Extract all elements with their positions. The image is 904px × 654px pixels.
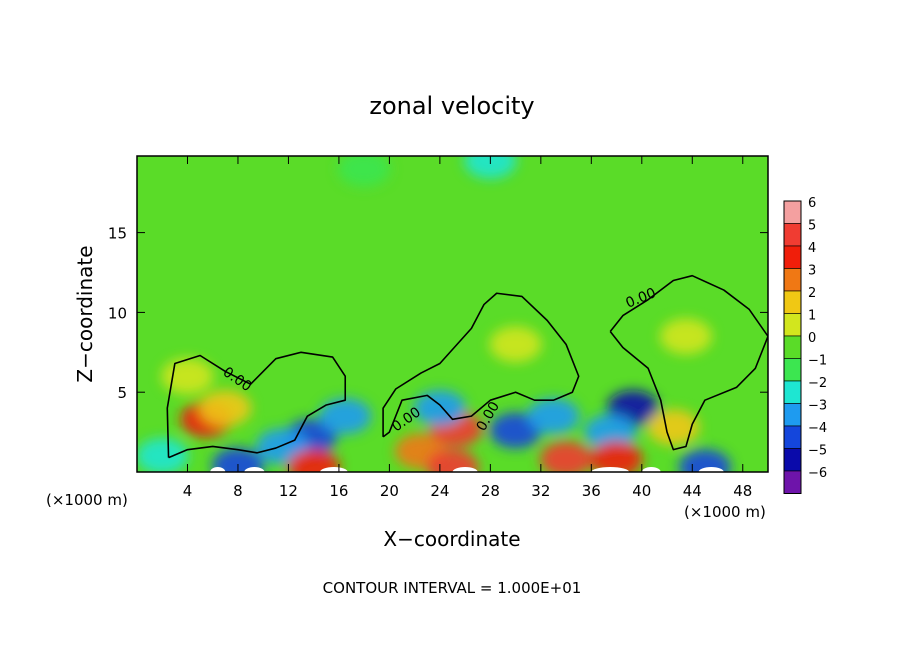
x-tick-label: 12 [279, 482, 298, 500]
colorbar-label: 1 [808, 309, 816, 324]
colorbar-swatch [783, 290, 802, 314]
field-feature [489, 412, 542, 449]
field-feature [413, 390, 466, 427]
colorbar-label: −1 [808, 354, 827, 369]
chart-title: zonal velocity [369, 92, 534, 120]
surface-gap [319, 467, 348, 472]
colorbar-swatch [783, 268, 802, 292]
colorbar-label: −6 [808, 466, 827, 481]
field-feature [161, 358, 214, 395]
field-feature [540, 441, 593, 472]
field-feature [464, 156, 517, 179]
field-feature [426, 449, 479, 472]
field-feature [647, 409, 700, 446]
colorbar-label: −2 [808, 376, 827, 391]
surface-gaps [210, 467, 724, 472]
surface-gap [452, 467, 478, 472]
field-feature [319, 398, 372, 435]
colorbar-swatch [783, 335, 802, 359]
colorbar-swatch [783, 358, 802, 382]
colorbar-label: 4 [808, 241, 816, 256]
x-axis-label: X−coordinate [383, 527, 520, 551]
colorbar-label: 5 [808, 219, 816, 234]
surface-gap [641, 467, 661, 472]
contour-lines [166, 274, 768, 459]
field-feature [584, 414, 637, 451]
field-feature [527, 398, 580, 435]
y-tick-label: 10 [108, 304, 127, 322]
field-feature [338, 156, 391, 187]
field-feature [287, 449, 340, 472]
zero-contour [166, 351, 347, 459]
field-feature [659, 318, 712, 355]
y-tick-label: 15 [108, 225, 127, 243]
plot-area [137, 156, 768, 472]
colorbar-label: −3 [808, 399, 827, 414]
x-tick-label: 8 [233, 482, 243, 500]
surface-gap [210, 467, 226, 472]
field-feature [678, 449, 731, 472]
x-tick-label: 28 [481, 482, 500, 500]
velocity-field [137, 156, 731, 472]
colorbar-swatch [783, 448, 802, 472]
colorbar-swatch [783, 470, 802, 494]
colorbar-swatch [783, 245, 802, 269]
colorbar-label: 0 [808, 331, 816, 346]
x-tick-label: 16 [329, 482, 348, 500]
colorbar-swatch [783, 380, 802, 404]
colorbar-label: 6 [808, 196, 816, 211]
surface-gap [244, 467, 265, 472]
x-unit-right: (×1000 m) [684, 503, 766, 521]
field-feature [199, 390, 252, 427]
plot-frame [136, 155, 769, 473]
field-feature [489, 326, 542, 363]
y-axis: 5 10 15 [108, 225, 768, 402]
colorbar-label: 3 [808, 264, 816, 279]
x-tick-label: 4 [183, 482, 193, 500]
surface-gap [698, 467, 724, 472]
x-tick-label: 44 [683, 482, 702, 500]
x-tick-label: 32 [531, 482, 550, 500]
surface-gap [591, 467, 630, 472]
x-axis: 4 8 12 16 20 24 28 32 36 40 44 48 [183, 156, 752, 500]
colorbar-label: −5 [808, 444, 827, 459]
contour-interval-note: CONTOUR INTERVAL = 1.000E+01 [323, 579, 582, 597]
colorbar: 6 5 4 3 2 1 0 −1 −2 −3 −4 −5 −6 [783, 196, 827, 494]
colorbar-swatch [783, 200, 802, 224]
x-tick-label: 36 [582, 482, 601, 500]
y-axis-label: Z−coordinate [73, 245, 97, 382]
zero-contour [609, 274, 768, 451]
colorbar-label: 2 [808, 286, 816, 301]
x-unit-left: (×1000 m) [46, 491, 128, 509]
field-feature [137, 438, 189, 472]
zero-contour [382, 292, 580, 438]
colorbar-swatch [783, 403, 802, 427]
field-feature [211, 447, 264, 472]
x-tick-label: 48 [733, 482, 752, 500]
colorbar-swatch [783, 223, 802, 247]
x-tick-label: 24 [430, 482, 449, 500]
colorbar-swatch [783, 313, 802, 337]
field-feature [590, 441, 643, 472]
colorbar-swatch [783, 425, 802, 449]
colorbar-frame [783, 200, 802, 494]
colorbar-label: −4 [808, 421, 827, 436]
y-tick-label: 5 [117, 384, 127, 402]
x-tick-label: 20 [380, 482, 399, 500]
x-tick-label: 40 [632, 482, 651, 500]
